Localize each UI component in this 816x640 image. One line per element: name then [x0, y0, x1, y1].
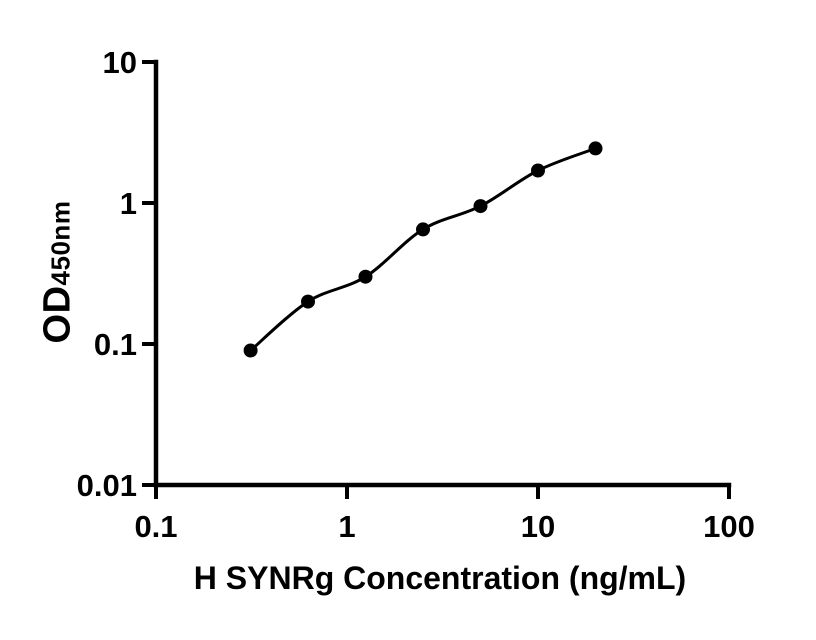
data-point [531, 163, 545, 178]
y-tick-label: 1 [120, 186, 137, 221]
x-tick-label: 0.1 [134, 509, 177, 544]
x-tick-label: 1 [338, 509, 355, 544]
y-tick-label: 10 [103, 45, 137, 80]
data-point [301, 294, 315, 309]
x-tick-label: 10 [521, 509, 555, 544]
fit-curve [249, 147, 597, 352]
y-axis-title: OD450nm [37, 201, 80, 344]
data-point [243, 343, 258, 358]
x-axis-title: H SYNRg Concentration (ng/mL) [193, 560, 687, 596]
data-point [473, 199, 488, 214]
data-point [588, 141, 603, 156]
data-point [416, 222, 430, 237]
y-tick-label: 0.1 [94, 327, 137, 362]
data-point [358, 269, 373, 284]
y-axis-title-main: OD [36, 285, 79, 344]
y-tick-label: 0.01 [77, 468, 137, 503]
y-axis-title-sub: 450nm [45, 200, 76, 286]
x-tick-label: 100 [703, 509, 755, 544]
